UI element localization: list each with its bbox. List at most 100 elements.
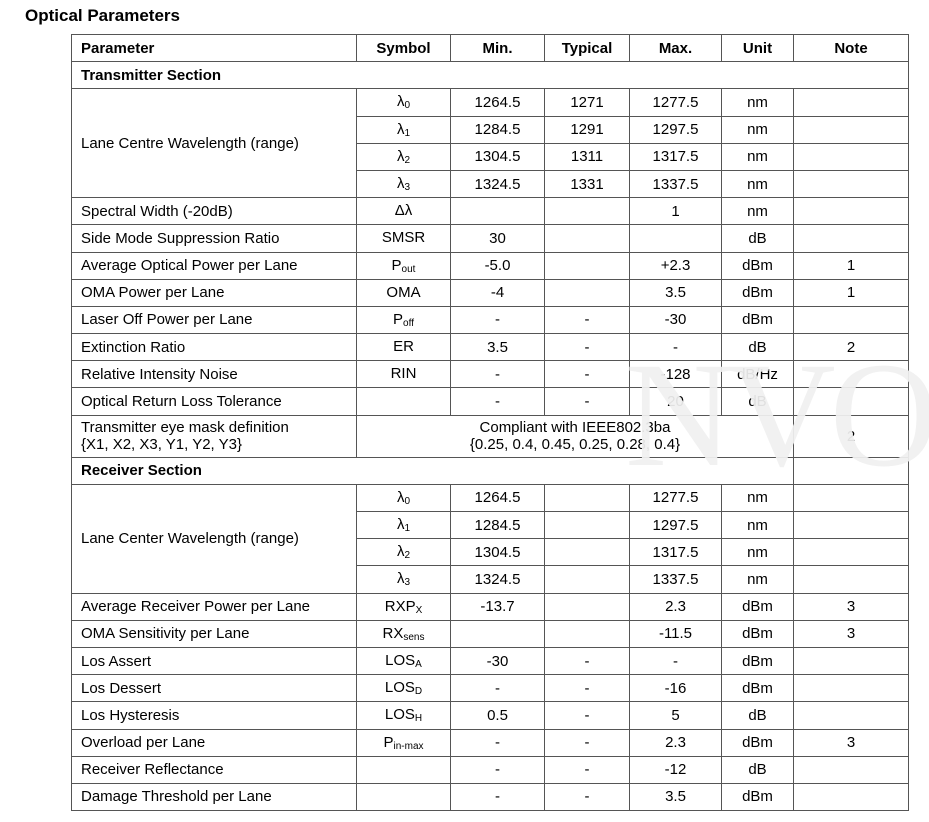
symbol-cell: λ3 <box>356 169 451 199</box>
unit-cell: nm <box>721 565 794 594</box>
section-label: Transmitter Section <box>71 61 909 90</box>
unit-cell: dB <box>721 333 794 362</box>
symbol-cell: λ2 <box>356 538 451 567</box>
symbol: RX <box>382 624 404 642</box>
unit-cell: nm <box>721 115 794 144</box>
note-cell <box>793 224 909 253</box>
note-cell <box>793 169 909 199</box>
symbol: λ <box>396 120 405 138</box>
unit-cell: dB <box>721 701 794 730</box>
parameter-cell: Relative Intensity Noise <box>71 360 357 389</box>
note-cell: 3 <box>793 592 909 621</box>
note-cell: 2 <box>793 414 909 458</box>
header-max: Max. <box>629 33 722 63</box>
table-row: Receiver Reflectance - - -12 dB <box>71 755 909 784</box>
symbol-cell: Poff <box>356 305 451 335</box>
symbol-cell <box>356 387 451 416</box>
typical-cell: - <box>544 387 630 416</box>
max-cell: 1277.5 <box>629 88 722 117</box>
symbol-cell: λ2 <box>356 142 451 171</box>
parameter-cell: Los Hysteresis <box>71 701 357 730</box>
table-row: Spectral Width (-20dB) Δλ 1 nm <box>71 197 909 226</box>
unit-cell: dBm <box>721 782 794 812</box>
min-cell: 0.5 <box>450 701 545 730</box>
symbol: OMA <box>386 283 421 301</box>
header-note: Note <box>793 33 909 63</box>
table-row: λ3 1324.5 1331 1337.5 nm <box>72 169 909 199</box>
typical-cell <box>544 619 630 648</box>
symbol-subscript: off <box>403 317 414 329</box>
unit-cell: dBm <box>721 728 794 757</box>
parameter-cell: Receiver Reflectance <box>71 755 357 784</box>
min-cell: - <box>450 728 545 757</box>
max-cell: 1277.5 <box>629 483 722 513</box>
parameter-cell: Damage Threshold per Lane <box>71 782 357 812</box>
symbol-cell: Pin-max <box>356 728 451 757</box>
symbol: Δλ <box>394 202 413 220</box>
symbol: λ <box>396 488 405 506</box>
note-cell <box>793 305 909 335</box>
unit-cell: nm <box>721 142 794 171</box>
parameter-cell: Side Mode Suppression Ratio <box>71 224 357 253</box>
max-cell: 3.5 <box>629 782 722 812</box>
max-cell: 20 <box>629 387 722 416</box>
note-cell: 1 <box>793 278 909 307</box>
table-row: Overload per Lane Pin-max - -2.3 dBm 3 <box>71 728 909 757</box>
note-cell <box>793 483 909 513</box>
min-cell: 1304.5 <box>450 538 545 567</box>
symbol: λ <box>396 570 405 588</box>
symbol: λ <box>396 93 405 111</box>
header-unit: Unit <box>721 33 794 63</box>
min-cell <box>450 619 545 648</box>
note-cell <box>793 565 909 594</box>
parameter-cell: Laser Off Power per Lane <box>71 305 357 335</box>
typical-cell: - <box>544 646 630 676</box>
symbol-subscript: 1 <box>404 523 411 535</box>
min-cell <box>450 197 545 226</box>
parameter-cell: Transmitter eye mask definition {X1, X2, … <box>71 414 357 458</box>
section-label: Receiver Section <box>71 456 794 485</box>
section-title: Optical Parameters <box>25 6 180 25</box>
symbol-subscript: 0 <box>404 495 411 507</box>
note-cell: 3 <box>793 728 909 757</box>
unit-cell: dBm <box>721 674 794 703</box>
typical-cell: 1271 <box>544 88 630 117</box>
max-cell: 1297.5 <box>629 115 722 144</box>
max-cell: -16 <box>629 674 722 703</box>
max-cell: -12 <box>629 755 722 784</box>
symbol: LOS <box>385 652 416 670</box>
max-cell: - <box>629 646 722 676</box>
max-cell: 1337.5 <box>629 169 722 199</box>
unit-cell: nm <box>721 483 794 513</box>
typical-cell <box>544 565 630 594</box>
symbol-subscript: sens <box>403 631 425 643</box>
min-cell: - <box>450 305 545 335</box>
unit-cell: dBm <box>721 592 794 621</box>
symbol: P <box>383 733 394 751</box>
min-cell: 30 <box>450 224 545 253</box>
min-cell: 1304.5 <box>450 142 545 171</box>
max-cell: -30 <box>629 305 722 335</box>
min-cell: 3.5 <box>450 333 545 362</box>
table-row: Laser Off Power per Lane Poff - - -30 dBm <box>71 305 909 335</box>
symbol: P <box>393 310 404 328</box>
min-cell: 1324.5 <box>450 565 545 594</box>
table-row: Side Mode Suppression Ratio SMSR 30 dB <box>71 224 909 253</box>
symbol: λ <box>396 147 405 165</box>
unit-cell: nm <box>721 510 794 540</box>
note-cell: 2 <box>793 333 909 362</box>
unit-cell: dBm <box>721 251 794 280</box>
symbol-cell <box>356 755 451 784</box>
typical-cell <box>544 224 630 253</box>
eye-value-cell: Compliant with IEEE802.3ba {0.25, 0.4, 0.… <box>356 414 794 458</box>
empty-note-cell <box>793 456 909 485</box>
min-cell: -13.7 <box>450 592 545 621</box>
table-row: Lane Centre Wavelength (range) λ0 1264.5 12… <box>71 88 909 199</box>
parameter-cell: Average Optical Power per Lane <box>71 251 357 280</box>
max-cell <box>629 224 722 253</box>
parameter-cell: Extinction Ratio <box>71 333 357 362</box>
min-cell: - <box>450 782 545 812</box>
typical-cell: 1311 <box>544 142 630 171</box>
min-cell: - <box>450 360 545 389</box>
max-cell: 1317.5 <box>629 142 722 171</box>
